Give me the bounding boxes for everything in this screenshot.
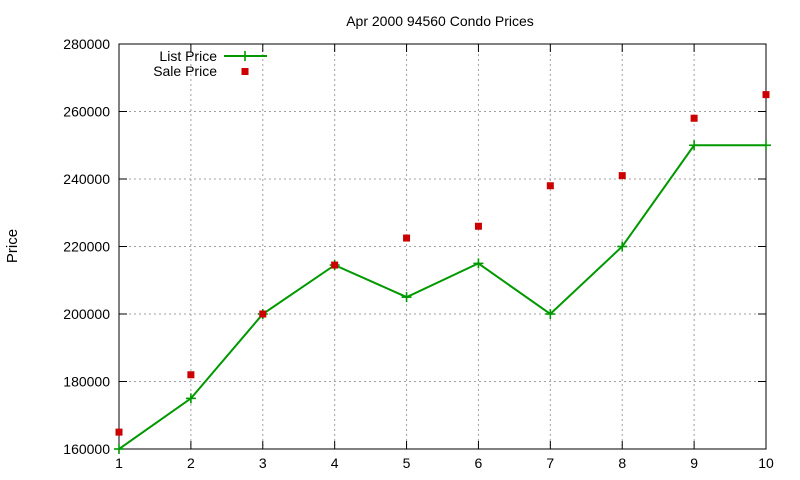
x-tick-label: 9 <box>690 455 698 471</box>
y-tick-label: 260000 <box>63 104 110 120</box>
y-tick-label: 200000 <box>63 306 110 322</box>
plot-frame <box>118 43 767 450</box>
sale-price-point <box>474 222 482 230</box>
sale-price-point <box>115 428 123 436</box>
legend-marker-sale-price <box>241 68 249 75</box>
list-price-point <box>473 258 484 269</box>
sale-price-point <box>403 234 411 242</box>
x-tick-label: 5 <box>403 455 411 471</box>
list-price-point <box>114 444 124 454</box>
y-tick-label: 160000 <box>63 441 110 457</box>
sale-price-point <box>259 310 267 318</box>
x-tick-label: 10 <box>758 455 774 471</box>
legend-label-list-price: List Price <box>159 48 217 64</box>
sale-price-point <box>546 182 554 190</box>
legend: List Price Sale Price <box>153 48 267 79</box>
x-tick-label: 7 <box>546 455 554 471</box>
sale-price-point <box>618 172 626 180</box>
y-axis: 160000 180000 200000 220000 240000 260000 2800… <box>63 36 766 457</box>
legend-label-sale-price: Sale Price <box>153 63 217 79</box>
series-layer <box>114 91 771 454</box>
y-tick-label: 240000 <box>63 171 110 187</box>
list-price-point <box>185 393 196 404</box>
sale-price-point <box>187 371 195 379</box>
list-price-point <box>545 309 556 319</box>
list-price-point <box>689 140 700 151</box>
list-price-point <box>761 140 771 151</box>
sale-price-point <box>762 91 770 99</box>
x-tick-label: 8 <box>618 455 626 471</box>
sale-price-point <box>331 261 339 269</box>
y-tick-label: 180000 <box>63 374 110 390</box>
x-tick-label: 2 <box>187 455 195 471</box>
x-tick-label: 1 <box>115 455 123 471</box>
y-tick-label: 220000 <box>63 239 110 255</box>
grid-lines <box>119 44 766 449</box>
x-tick-label: 4 <box>331 455 339 471</box>
legend-marker-list-price <box>240 51 250 61</box>
list-price-point <box>401 292 412 303</box>
x-tick-label: 3 <box>259 455 267 471</box>
x-axis: 1 2 3 4 5 6 7 8 9 10 <box>115 44 774 471</box>
y-axis-label: Price <box>4 229 21 263</box>
sale-price-point <box>690 114 698 122</box>
y-tick-label: 280000 <box>63 36 110 52</box>
list-price-point <box>617 241 628 252</box>
chart-title: Apr 2000 94560 Condo Prices <box>346 13 534 29</box>
series-line-list-price <box>118 144 766 450</box>
x-tick-label: 6 <box>475 455 483 471</box>
